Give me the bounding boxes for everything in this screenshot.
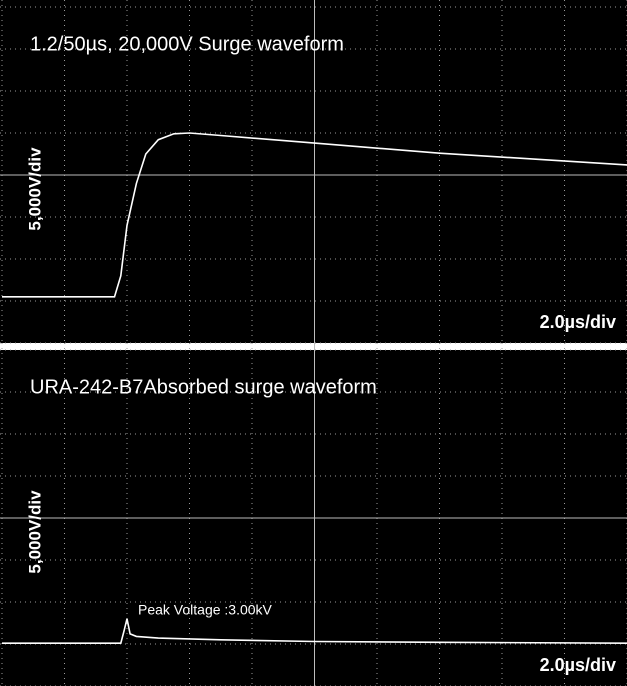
y-axis-label: 5,000V/div [25, 147, 44, 231]
x-axis-label: 2.0µs/div [540, 655, 616, 675]
title: 1.2/50µs, 20,000V Surge waveform [30, 33, 344, 55]
x-axis-label: 2.0µs/div [540, 312, 616, 332]
screenshot: 1.2/50µs, 20,000V Surge waveform 5,000V/d… [0, 0, 627, 686]
annotation: Peak Voltage :3.00kV [138, 602, 273, 618]
title: URA-242-B7Absorbed surge waveform [30, 376, 377, 398]
y-axis-label: 5,000V/div [25, 490, 44, 574]
